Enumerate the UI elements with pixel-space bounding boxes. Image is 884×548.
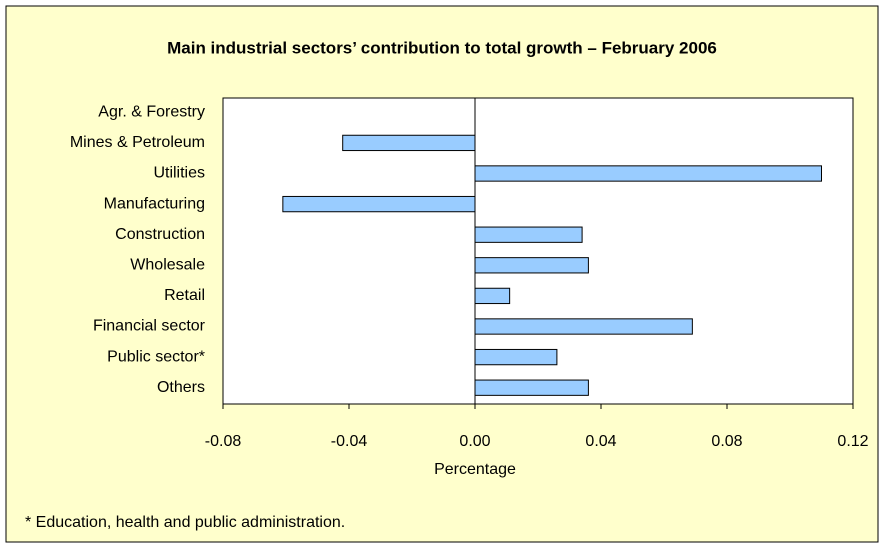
x-tick-label: -0.04 [331, 433, 368, 450]
y-tick-label: Mines & Petroleum [70, 134, 205, 151]
bar [474, 379, 589, 396]
y-tick-label: Utilities [153, 165, 205, 182]
y-tick-label: Wholesale [130, 257, 205, 274]
y-tick-label: Agr. & Forestry [98, 104, 205, 121]
bar [282, 195, 476, 213]
bar [342, 134, 476, 152]
bar [474, 318, 693, 335]
y-tick-label: Construction [115, 226, 205, 243]
chart-title: Main industrial sectors’ contribution to… [167, 38, 717, 57]
x-tick-label: 0.12 [837, 433, 868, 450]
x-tick-label: 0.08 [711, 433, 742, 450]
bar [474, 287, 511, 305]
x-axis-label: Percentage [434, 461, 516, 478]
bar [474, 226, 583, 243]
bar [474, 257, 589, 274]
y-tick-label: Financial sector [93, 318, 206, 335]
y-tick-label: Manufacturing [104, 195, 205, 212]
x-tick-label: -0.08 [205, 433, 242, 450]
y-tick-label: Retail [164, 287, 205, 304]
x-tick-label: 0.04 [585, 433, 616, 450]
bar [474, 348, 558, 366]
footnote: * Education, health and public administr… [25, 514, 345, 531]
x-tick-label: 0.00 [459, 433, 490, 450]
y-tick-label: Others [157, 379, 205, 396]
bar [474, 165, 822, 182]
y-tick-label: Public sector* [107, 348, 205, 365]
